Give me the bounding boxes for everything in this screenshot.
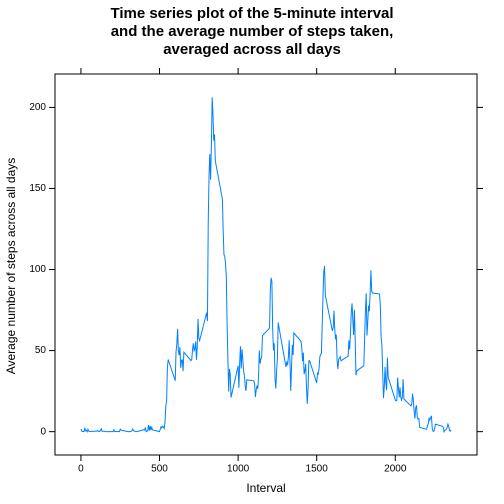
- x-tick-label: 2000: [384, 464, 407, 475]
- x-axis-label: Interval: [246, 481, 285, 495]
- chart-title: averaged across all days: [163, 41, 341, 58]
- chart-title: Time series plot of the 5-minute interva…: [110, 5, 393, 22]
- y-tick-label: 200: [29, 102, 46, 113]
- x-tick-label: 500: [151, 464, 168, 475]
- plot-frame: [54, 73, 478, 456]
- series-line: [80, 97, 452, 434]
- y-tick-label: 150: [29, 183, 46, 194]
- y-tick-label: 100: [29, 264, 46, 275]
- x-tick-label: 0: [78, 464, 84, 475]
- y-tick-label: 0: [40, 426, 46, 437]
- chart-title: and the average number of steps taken,: [111, 23, 394, 40]
- y-tick-label: 50: [35, 345, 47, 356]
- x-tick-label: 1500: [306, 464, 329, 475]
- y-axis-label: Average number of steps across all days: [4, 158, 18, 375]
- x-tick-label: 1000: [227, 464, 250, 475]
